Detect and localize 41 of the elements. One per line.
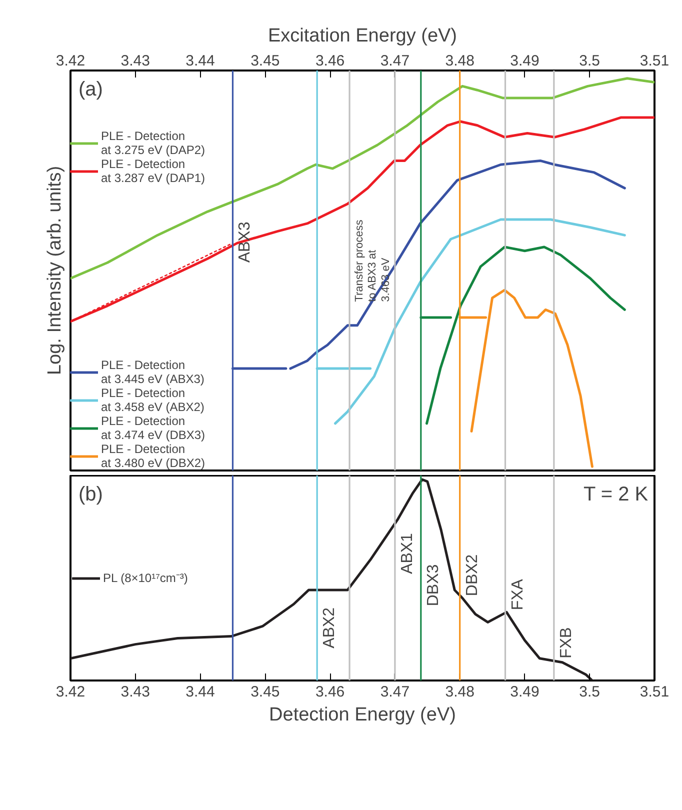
x-tick-label: 3.46	[315, 684, 345, 700]
x2-tick-label: 3.47	[380, 52, 410, 70]
x2-tick-label: 3.45	[250, 52, 280, 70]
x2-tick-label: 3.44	[186, 52, 215, 70]
annotation: T = 2 K	[583, 484, 649, 506]
x2-tick-label: 3.48	[445, 52, 474, 70]
y-axis-title: Log. Intensity (arb. units)	[44, 166, 66, 376]
annotation: FXA	[509, 578, 526, 610]
x2-tick-label: 3.5	[579, 52, 600, 70]
annotation: ABX1	[398, 532, 416, 574]
x2-tick-label: 3.46	[315, 52, 345, 70]
x2-tick-label: 3.49	[510, 52, 540, 70]
annotation: (b)	[78, 484, 103, 506]
x-tick-label: 3.51	[640, 684, 670, 700]
legend-label: PLE - Detection at 3.458 eV (ABX2)	[101, 386, 204, 414]
x-tick-label: 3.48	[445, 684, 474, 700]
legend-label: PLE - Detection at 3.287 eV (DAP1)	[101, 157, 206, 185]
x-tick-label: 3.45	[250, 684, 280, 700]
x-tick-label: 3.43	[120, 684, 150, 700]
annotation: DBX2	[464, 554, 481, 596]
legend-label: PLE - Detection at 3.445 eV (ABX3)	[101, 358, 204, 386]
x-tick-label: 3.47	[380, 684, 410, 700]
annotation: FXB	[558, 627, 575, 658]
annotation: ABX2	[321, 607, 338, 648]
legend-label: PLE - Detection at 3.480 eV (DBX2)	[101, 442, 206, 470]
x2-tick-label: 3.43	[120, 52, 150, 70]
x-tick-label: 3.49	[510, 684, 540, 700]
x2-axis-title: Excitation Energy (eV)	[268, 26, 458, 46]
annotation: ABX3	[236, 222, 254, 263]
annotation: Transfer process to ABX3 at 3.463 eV	[354, 219, 392, 302]
x2-tick-label: 3.42	[56, 52, 86, 70]
x2-tick-label: 3.51	[640, 52, 670, 70]
legend-label: PLE - Detection at 3.474 eV (DBX3)	[101, 414, 206, 442]
legend-label: PLE - Detection at 3.275 eV (DAP2)	[101, 129, 206, 157]
legend-label: PL (8×10¹⁷cm⁻³)	[103, 570, 188, 586]
x-tick-label: 3.44	[186, 684, 215, 700]
x-tick-label: 3.5	[579, 684, 600, 700]
annotation: (a)	[78, 78, 103, 100]
x-axis-title: Detection Energy (eV)	[269, 704, 456, 726]
x-tick-label: 3.42	[56, 684, 86, 700]
annotation: DBX3	[424, 564, 442, 606]
